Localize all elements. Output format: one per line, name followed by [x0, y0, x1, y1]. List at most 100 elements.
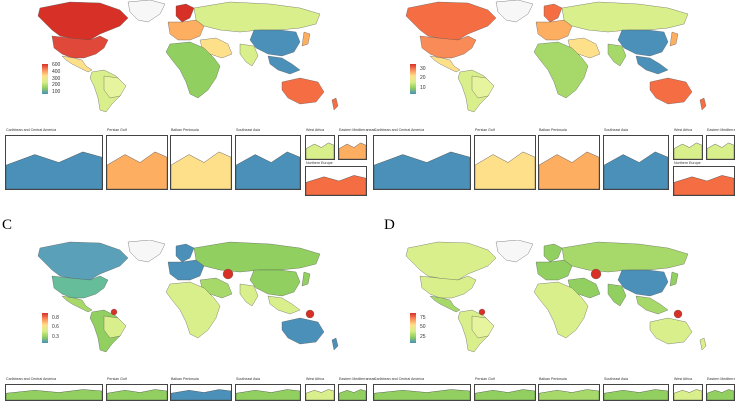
inset-map-5 [706, 384, 735, 401]
inset-map-4 [673, 384, 703, 401]
legend-colorbar-b [410, 64, 416, 94]
region-india [239, 283, 259, 307]
inset-title-0: Caribbean and Central America [6, 377, 57, 381]
inset-land-3 [236, 389, 300, 400]
inset-title-0: Caribbean and Central America [374, 377, 425, 381]
region-canada [37, 1, 129, 41]
inset-map-0 [5, 135, 103, 190]
inset-land-0 [374, 151, 470, 189]
region-canada [405, 241, 497, 281]
panel-b: 30 20 10 Caribbean and Central America Pe… [368, 0, 735, 200]
inset-title-3: Southeast Asia [604, 377, 628, 381]
region-brazil [103, 75, 127, 99]
inset-land-6 [306, 175, 366, 195]
legend-tick-a-4: 100 [52, 89, 61, 95]
region-usa [51, 275, 109, 299]
region-australia [281, 77, 325, 105]
world-map-b [405, 0, 707, 113]
region-scandinavia [543, 243, 563, 263]
inset-title-2: Balkan Peninsula [539, 377, 567, 381]
inset-title-0: Caribbean and Central America [374, 128, 425, 132]
legend-tick-a-0: 600 [52, 62, 61, 68]
region-nz [699, 337, 707, 351]
region-nz [699, 97, 707, 111]
inset-land-6 [674, 175, 734, 195]
inset-map-3 [603, 384, 669, 401]
inset-title-5: Eastern Mediterranean [707, 377, 735, 381]
inset-title-1: Persian Gulf [475, 377, 495, 381]
inset-map-2 [170, 384, 232, 401]
inset-land-0 [6, 151, 102, 189]
inset-map-3 [235, 384, 301, 401]
inset-map-5 [338, 384, 367, 401]
region-japan [669, 271, 679, 287]
region-mexico [61, 295, 93, 313]
region-greenland [127, 0, 166, 23]
inset-map-4 [673, 135, 703, 160]
inset-title-2: Balkan Peninsula [539, 128, 567, 132]
region-nz [331, 337, 339, 351]
inset-map-1 [474, 384, 536, 401]
legend-tick-c-0: 0.8 [52, 315, 59, 321]
region-usa [419, 35, 477, 59]
inset-title-1: Persian Gulf [107, 377, 127, 381]
region-africa [165, 41, 221, 99]
region-russia [193, 1, 321, 33]
inset-map-3 [603, 135, 669, 190]
legend-d: 75 50 25 [410, 313, 440, 345]
region-usa [51, 35, 109, 59]
region-india [607, 43, 627, 67]
region-india [607, 283, 627, 307]
legend-tick-d-1: 50 [420, 324, 426, 330]
region-greenland [495, 240, 534, 263]
world-map-d [405, 240, 707, 353]
legend-a: 600 400 300 200 100 [42, 62, 72, 96]
region-nz [331, 97, 339, 111]
inset-map-5 [706, 135, 735, 160]
panel-letter-c: C [2, 217, 13, 233]
region-japan [301, 271, 311, 287]
region-australia [281, 317, 325, 345]
region-brazil [471, 75, 495, 99]
region-africa [533, 41, 589, 99]
region-europe [167, 259, 205, 281]
region-brazil [471, 315, 495, 339]
inset-land-5 [339, 142, 366, 159]
inset-land-4 [306, 142, 334, 159]
region-china [249, 29, 301, 57]
region-se-asia [635, 295, 669, 315]
world-map-c [37, 240, 339, 353]
inset-land-1 [107, 151, 167, 189]
inset-map-1 [106, 384, 168, 401]
inset-title-2: Balkan Peninsula [171, 377, 199, 381]
inset-title-3: Southeast Asia [604, 128, 628, 132]
inset-title-1: Persian Gulf [475, 128, 495, 132]
region-usa [419, 275, 477, 299]
inset-land-5 [707, 142, 734, 159]
region-china [249, 269, 301, 297]
legend-tick-b-1: 20 [420, 75, 426, 81]
region-mexico [429, 55, 461, 73]
region-australia [649, 77, 693, 105]
inset-title-3: Southeast Asia [236, 128, 260, 132]
inset-title-6: Northern Europe [674, 161, 701, 165]
region-scandinavia [175, 3, 195, 23]
inset-title-1: Persian Gulf [107, 128, 127, 132]
legend-tick-d-2: 25 [420, 334, 426, 340]
inset-land-1 [475, 389, 535, 400]
inset-title-3: Southeast Asia [236, 377, 260, 381]
region-russia [193, 241, 321, 273]
region-mexico [61, 55, 93, 73]
region-greenland [495, 0, 534, 23]
world-map-a [37, 0, 339, 113]
inset-map-0 [373, 135, 471, 190]
region-africa [533, 281, 589, 339]
inset-map-2 [538, 384, 600, 401]
inset-map-2 [170, 135, 232, 190]
inset-land-5 [339, 389, 366, 400]
guyana-marker [110, 308, 118, 316]
inset-title-4: West Africa [674, 377, 693, 381]
legend-tick-a-3: 200 [52, 82, 61, 88]
legend-tick-b-0: 30 [420, 66, 426, 72]
legend-tick-d-0: 75 [420, 315, 426, 321]
